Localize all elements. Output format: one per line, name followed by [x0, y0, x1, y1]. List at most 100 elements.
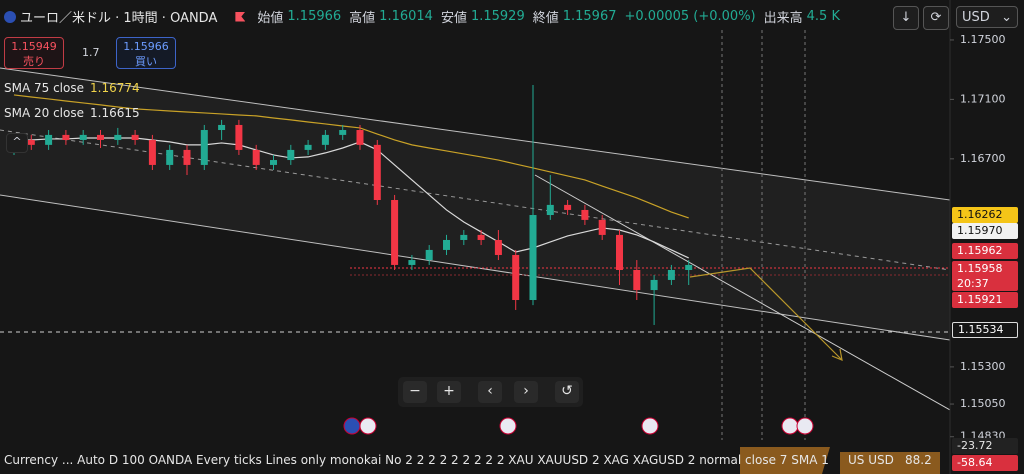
buy-label: 買い [135, 55, 157, 68]
candle-body [512, 254, 520, 301]
flag-us [641, 417, 659, 435]
candle-body [460, 234, 468, 240]
price: 1.15958 [957, 262, 1003, 275]
y-tick-label: 1.17100 [960, 92, 1006, 105]
reset[interactable]: ↺ [555, 381, 579, 403]
candle-body [45, 134, 53, 145]
layout-button[interactable]: ⟳ [923, 6, 949, 30]
buy-price: 1.15966 [123, 40, 169, 53]
indicator-badge: -23.72 [952, 438, 1018, 454]
flag-eu [343, 417, 361, 435]
ohlc-value: 1.16014 [379, 9, 433, 24]
candle-body [391, 200, 399, 265]
volume-label: 出来高 [763, 11, 803, 26]
candle-body [494, 239, 502, 255]
status-symbol: US USD [848, 453, 894, 467]
scroll-right[interactable]: › [514, 381, 538, 403]
zoom-in[interactable]: + [437, 381, 461, 403]
zoom-out[interactable]: − [403, 381, 427, 403]
candle-body [356, 130, 364, 145]
candle-body [616, 234, 623, 270]
candle-body [477, 234, 485, 240]
ohlc-value: 1.15966 [287, 9, 342, 24]
price-badge: 1.15970 [952, 223, 1018, 239]
flag-icon [235, 11, 246, 22]
candle-body [443, 239, 450, 250]
indicator-name: SMA 75 close [4, 81, 84, 95]
y-tick-label: 1.15300 [960, 360, 1006, 373]
download-button[interactable]: ↓ [893, 6, 919, 30]
sell-label: 売り [23, 55, 45, 68]
price-badge: 1.15534 [952, 322, 1018, 338]
symbol: ユーロ／米ドル · 1時間 · OANDA [20, 11, 218, 26]
currency: USD [962, 10, 990, 25]
y-tick-label: 1.15050 [960, 397, 1006, 410]
candle-body [546, 204, 554, 216]
collapse-button[interactable]: ^ [6, 133, 28, 153]
candle-body [373, 144, 381, 201]
candle-body [148, 139, 156, 165]
sell-button[interactable]: 1.15949 売り [4, 37, 64, 69]
symbol-icon [4, 10, 16, 23]
marks [10, 84, 693, 325]
y-tick-label: 1.16700 [960, 152, 1006, 165]
volume: 4.5 K [806, 9, 840, 24]
candle-body [650, 279, 658, 291]
indicator-value: 1.16774 [90, 81, 140, 95]
candle-body [97, 134, 104, 140]
ohlc-value: 1.15967 [562, 9, 617, 24]
candle-body [321, 134, 329, 145]
candle-body [425, 249, 433, 261]
candle-body [598, 219, 606, 235]
y-tick-label: 1.17500 [960, 33, 1006, 46]
indicator[interactable]: SMA 75 close 1.16774 [4, 81, 140, 95]
candle-body [166, 149, 174, 165]
candle-body [27, 139, 35, 145]
sma-line [14, 137, 689, 259]
status-text: Currency ... Auto D 100 OANDA Every tick… [4, 453, 829, 467]
change: +0.00005 (+0.00%) [624, 9, 756, 24]
candle-body [529, 215, 537, 301]
status-tab [840, 452, 940, 474]
status-bar: Currency ... Auto D 100 OANDA Every tick… [0, 447, 1024, 474]
scroll-left[interactable]: ‹ [478, 381, 502, 403]
currency-select[interactable]: USD ⌄ [956, 6, 1018, 28]
sell-price: 1.15949 [11, 40, 57, 53]
event-flags [343, 417, 814, 435]
ohlc-label: 始値 [257, 11, 284, 26]
candle-body [304, 144, 312, 150]
candle-body [581, 209, 589, 220]
indicator[interactable]: SMA 20 close 1.16615 [4, 106, 140, 120]
flag-us [781, 417, 799, 435]
projection [689, 267, 843, 361]
spread: 1.7 [82, 46, 100, 59]
indicator-value: 1.16615 [90, 106, 140, 120]
candle-body [62, 134, 70, 140]
status-value: 88.2 [905, 453, 932, 467]
header: ユーロ／米ドル · 1時間 · OANDA 始値 1.15966 高値 1.1601… [4, 7, 844, 26]
channel-mid [0, 129, 950, 271]
status-tab [740, 447, 830, 474]
candle-body [667, 269, 675, 280]
candle-body [183, 149, 191, 165]
ohlc-label: 安値 [440, 11, 467, 26]
candle-body [114, 134, 122, 140]
price-badge: 1.15962 [952, 243, 1018, 259]
countdown: 20:37 [957, 277, 989, 290]
candle-body [339, 130, 347, 135]
ohlc-value: 1.15929 [470, 9, 525, 24]
sma-line [13, 94, 689, 219]
projection-arrow [831, 348, 843, 361]
flag-us [499, 417, 517, 435]
buy-button[interactable]: 1.15966 買い [116, 37, 176, 69]
flag-us [359, 417, 377, 435]
candle-body [633, 269, 641, 291]
candle-body [408, 260, 416, 265]
price-badge: 1.15958 20:37 [952, 261, 1018, 291]
candle-body [252, 149, 260, 165]
candle-body [564, 204, 572, 210]
price-badge: 1.16262 [952, 207, 1018, 223]
candle-body [79, 134, 87, 140]
